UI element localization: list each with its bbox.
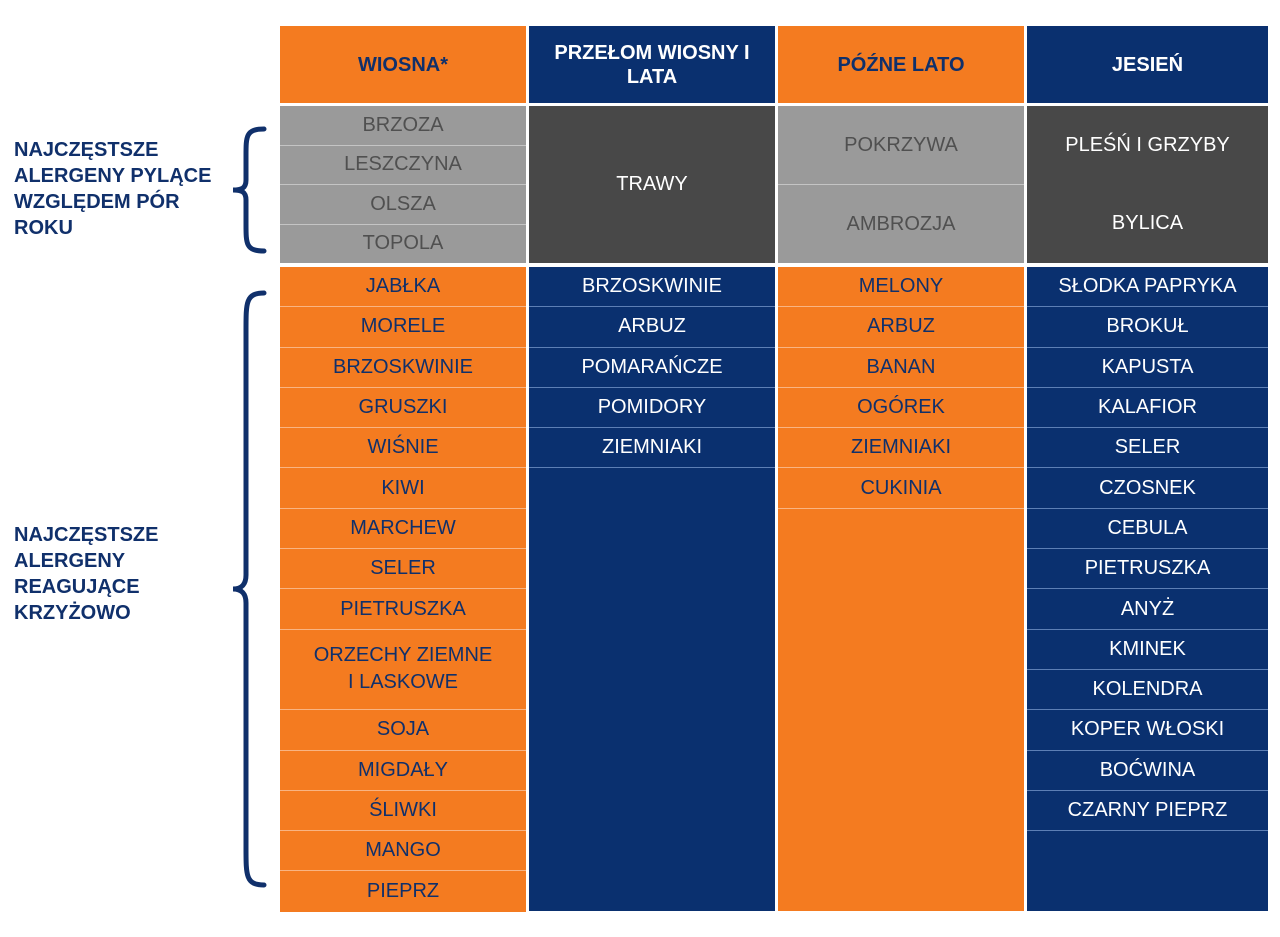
cross-reactive-allergen: ORZECHY ZIEMNE I LASKOWE — [280, 629, 526, 711]
pollen-allergen: BYLICA — [1027, 184, 1268, 263]
cross-reactive-allergens: MELONY ARBUZ BANAN OGÓREK ZIEMNIAKI CUKINIA — [778, 267, 1024, 911]
column-header: WIOSNA* — [280, 26, 526, 103]
cross-reactive-allergens-label: NAJCZĘSTSZE ALERGENY REAGUJĄCE KRZYŻOWO — [14, 524, 159, 624]
cross-reactive-allergen: CZARNY PIEPRZ — [1027, 790, 1268, 832]
cross-reactive-allergen: POMARAŃCZE — [529, 347, 775, 388]
pollen-allergen: TRAWY — [529, 106, 775, 263]
cross-reactive-allergen: KMINEK — [1027, 629, 1268, 670]
cross-reactive-allergen: ANYŻ — [1027, 589, 1268, 630]
cross-reactive-allergen: BRZOSKWINIE — [529, 267, 775, 308]
column-header: JESIEŃ — [1027, 26, 1268, 103]
cross-reactive-allergen: ZIEMNIAKI — [529, 428, 775, 469]
pollen-allergens: TRAWY — [529, 106, 775, 263]
season-column-pozne-lato: PÓŹNE LATO — [778, 26, 1024, 103]
pollen-brace — [232, 126, 267, 254]
cross-reactive-allergen: PIETRUSZKA — [1027, 549, 1268, 590]
cross-reactive-allergen: ŚLIWKI — [280, 790, 526, 832]
cross-reactive-allergen: BROKUŁ — [1027, 307, 1268, 348]
cross-reactive-allergens: JABŁKA MORELE BRZOSKWINIE GRUSZKI WIŚNIE KIWI… — [280, 267, 526, 912]
pollen-allergen: PLEŚŃ I GRZYBY — [1027, 106, 1268, 185]
season-column-jesien: JESIEŃ — [1027, 26, 1268, 103]
pollen-allergens: PLEŚŃ I GRZYBY BYLICA — [1027, 106, 1268, 263]
cross-reactive-allergen: ZIEMNIAKI — [778, 428, 1024, 469]
season-column-przeom-wiosny-i-lata: PRZEŁOM WIOSNY I LATA — [529, 26, 775, 103]
cross-reactive-allergen: OGÓREK — [778, 387, 1024, 429]
cross-reactive-allergen: ARBUZ — [529, 307, 775, 348]
cross-reactive-allergen: POMIDORY — [529, 387, 775, 429]
cross-reactive-allergen: BRZOSKWINIE — [280, 347, 526, 388]
pollen-allergen: AMBROZJA — [778, 185, 1024, 263]
cross-reactive-allergen: KIWI — [280, 468, 526, 509]
pollen-allergen: BRZOZA — [280, 106, 526, 146]
cross-reactive-brace — [232, 290, 267, 888]
cross-reactive-allergen: CUKINIA — [778, 468, 1024, 509]
cross-reactive-allergen: SŁODKA PAPRYKA — [1027, 267, 1268, 308]
cross-reactive-allergen: MARCHEW — [280, 508, 526, 550]
cross-reactive-allergen: CZOSNEK — [1027, 468, 1268, 509]
column-header: PÓŹNE LATO — [778, 26, 1024, 103]
cross-reactive-allergen: SELER — [280, 549, 526, 590]
empty-fill — [529, 468, 775, 911]
cross-reactive-allergen: WIŚNIE — [280, 428, 526, 469]
empty-fill — [778, 508, 1024, 911]
cross-reactive-allergen: KOPER WŁOSKI — [1027, 710, 1268, 751]
cross-reactive-allergen: SELER — [1027, 428, 1268, 469]
cross-reactive-allergen: MANGO — [280, 831, 526, 872]
empty-fill — [1027, 831, 1268, 911]
cross-reactive-allergen: MIGDAŁY — [280, 750, 526, 791]
pollen-allergen: TOPOLA — [280, 224, 526, 263]
pollen-allergen: LESZCZYNA — [280, 145, 526, 185]
pollen-allergens: POKRZYWA AMBROZJA — [778, 106, 1024, 263]
cross-reactive-allergens: BRZOSKWINIE ARBUZ POMARAŃCZE POMIDORY ZIEMNI… — [529, 267, 775, 911]
column-header: PRZEŁOM WIOSNY I LATA — [529, 26, 775, 103]
cross-reactive-allergen: BOĆWINA — [1027, 750, 1268, 791]
cross-reactive-allergen: CEBULA — [1027, 508, 1268, 550]
cross-reactive-allergen: KAPUSTA — [1027, 347, 1268, 388]
cross-reactive-allergens: SŁODKA PAPRYKA BROKUŁ KAPUSTA KALAFIOR SELER… — [1027, 267, 1268, 911]
pollen-allergens: BRZOZA LESZCZYNA OLSZA TOPOLA — [280, 106, 526, 263]
cross-reactive-allergen: PIETRUSZKA — [280, 589, 526, 630]
cross-reactive-allergen: JABŁKA — [280, 267, 526, 308]
cross-reactive-allergen: PIEPRZ — [280, 871, 526, 912]
cross-reactive-allergen: KALAFIOR — [1027, 387, 1268, 429]
pollen-allergens-label: NAJCZĘSTSZE ALERGENY PYLĄCE WZGLĘDEM PÓR… — [14, 139, 212, 239]
cross-reactive-allergen: ARBUZ — [778, 307, 1024, 348]
cross-reactive-allergen: KOLENDRA — [1027, 669, 1268, 711]
cross-reactive-allergen: MORELE — [280, 307, 526, 348]
cross-reactive-allergen: MELONY — [778, 267, 1024, 308]
cross-reactive-allergen: GRUSZKI — [280, 387, 526, 429]
cross-reactive-allergen: SOJA — [280, 710, 526, 751]
season-column-wiosna: WIOSNA* — [280, 26, 526, 103]
cross-reactive-allergen: BANAN — [778, 347, 1024, 388]
pollen-allergen: POKRZYWA — [778, 106, 1024, 185]
pollen-allergen: OLSZA — [280, 185, 526, 225]
